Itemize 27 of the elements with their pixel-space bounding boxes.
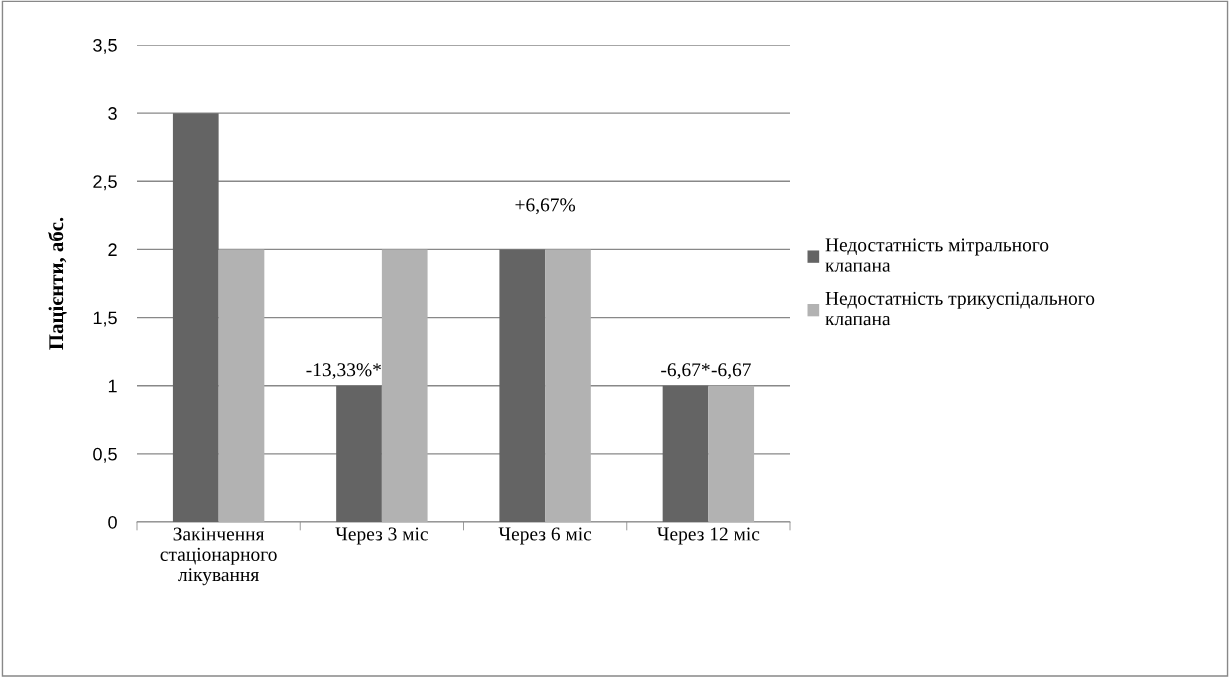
y-tick-label: 3,5	[93, 38, 117, 54]
legend-label: Недостатність трикуспідального клапана	[825, 291, 1095, 326]
annotation: +6,67%	[515, 198, 576, 215]
annotation: -6,67*	[661, 363, 710, 380]
annotation: -6,67	[711, 363, 751, 380]
y-tick-label: 0,5	[93, 447, 117, 463]
y-tick-label: 1	[108, 379, 117, 393]
bar	[218, 249, 265, 522]
bar	[662, 385, 709, 522]
bar	[545, 249, 591, 522]
x-tick-label: Через 3 міс	[335, 527, 428, 545]
bar	[172, 113, 219, 522]
bar	[336, 385, 382, 522]
y-axis-title: Пацієнти, абс.	[48, 217, 67, 350]
x-tick-label: Закінчення стаціонарного лікування	[160, 527, 277, 586]
x-tick-label: Через 6 міс	[498, 527, 592, 545]
y-tick-label: 2	[108, 243, 117, 256]
x-tick-label: Через 12 міс	[657, 527, 760, 545]
y-tick-label: 3	[108, 107, 117, 120]
y-tick-label: 1,5	[93, 311, 117, 327]
bar	[708, 385, 755, 522]
bar	[499, 249, 546, 522]
legend-label: Недостатність мітрального клапана	[825, 238, 1049, 272]
annotation: -13,33%*	[306, 363, 381, 380]
y-tick-label: 0	[108, 515, 117, 529]
bar	[381, 249, 428, 522]
y-tick-label: 2,5	[93, 175, 117, 191]
